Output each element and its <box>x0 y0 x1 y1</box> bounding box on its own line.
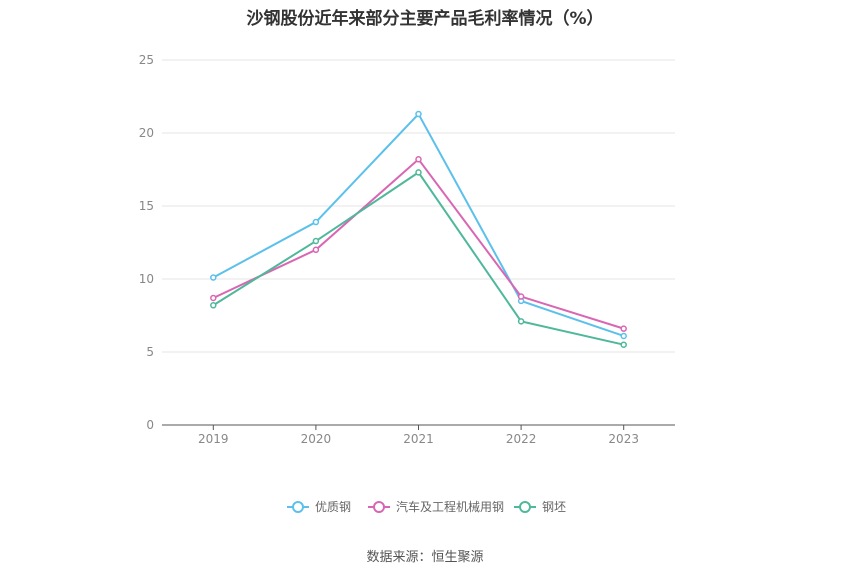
chart-title: 沙钢股份近年来部分主要产品毛利率情况（%） <box>246 9 604 29</box>
x-tick-label-2023: 2023 <box>608 432 639 446</box>
x-tick-label-2020: 2020 <box>301 432 332 446</box>
y-tick-label-20: 20 <box>139 126 154 140</box>
data-point-1-2023 <box>620 325 627 332</box>
data-point-0-2021 <box>415 110 422 118</box>
legend-marker-0 <box>292 501 304 513</box>
data-point-2-2022 <box>517 318 525 325</box>
data-point-1-2021 <box>415 156 422 163</box>
data-point-1-2022 <box>517 293 525 300</box>
legend-label-0: 优质钢 <box>315 500 351 514</box>
legend-marker-1 <box>373 501 385 513</box>
x-tick-label-2019: 2019 <box>198 432 229 446</box>
y-tick-label-5: 5 <box>146 345 154 359</box>
y-tick-label-10: 10 <box>139 272 154 286</box>
data-point-0-2019 <box>210 274 217 281</box>
data-point-2-2023 <box>620 341 627 348</box>
y-tick-label-0: 0 <box>146 418 154 432</box>
legend-label-1: 汽车及工程机械用钢 <box>396 499 504 514</box>
legend-marker-2 <box>519 501 531 513</box>
y-tick-label-15: 15 <box>139 199 154 213</box>
data-point-1-2019 <box>210 294 217 302</box>
data-point-2-2019 <box>210 302 217 309</box>
legend-label-2: 钢坯 <box>542 500 566 514</box>
data-point-2-2020 <box>312 237 320 245</box>
x-tick-label-2021: 2021 <box>403 432 434 446</box>
series-line-2 <box>212 171 624 346</box>
data-point-2-2021 <box>415 169 422 176</box>
data-point-0-2023 <box>620 332 627 340</box>
data-point-0-2020 <box>312 218 320 226</box>
data-source-note: 数据来源：恒生聚源 <box>366 550 484 565</box>
data-point-1-2020 <box>312 246 320 254</box>
y-tick-label-25: 25 <box>139 53 154 67</box>
series-line-0 <box>212 112 625 337</box>
x-tick-label-2022: 2022 <box>506 432 537 446</box>
